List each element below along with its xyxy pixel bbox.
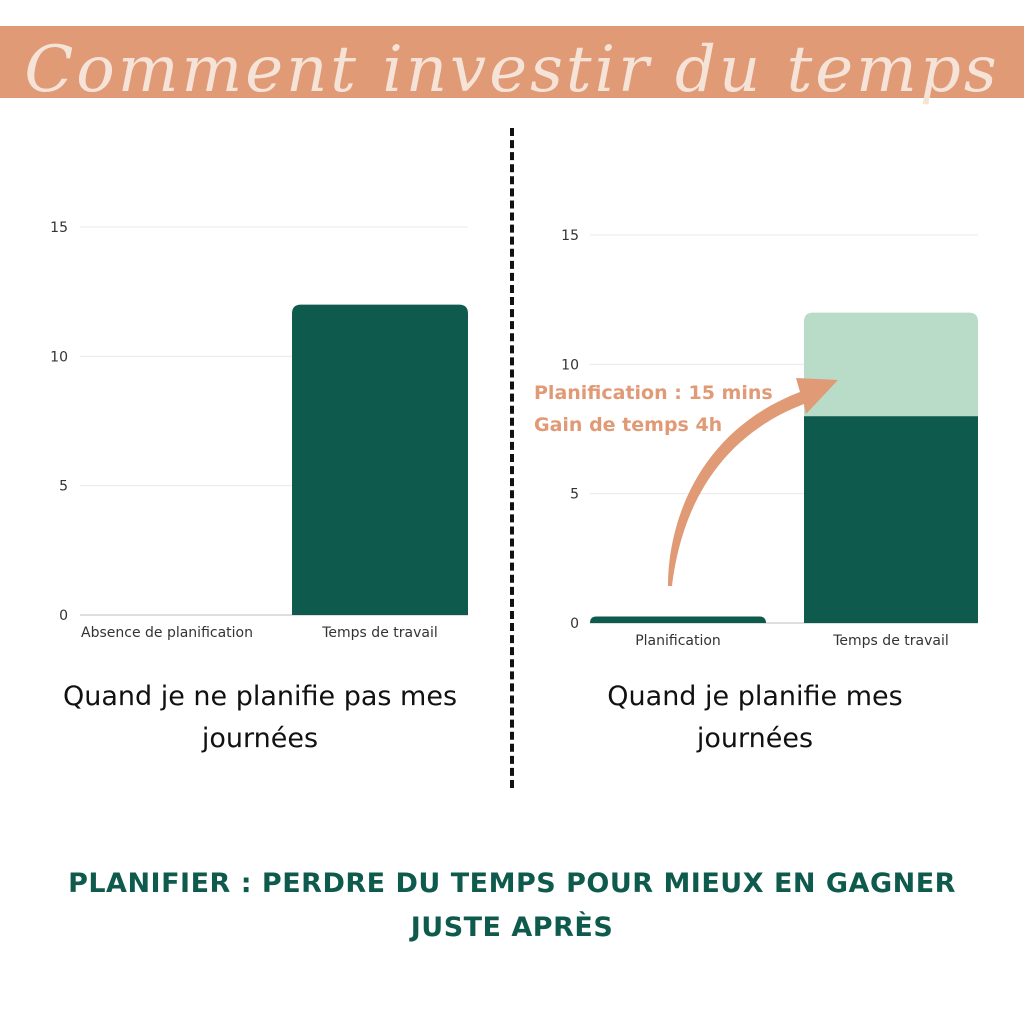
- category-label: Planification: [635, 633, 721, 649]
- y-tick-label: 0: [59, 608, 68, 624]
- y-tick-label: 10: [50, 349, 68, 365]
- page-title: Comment investir du temps: [24, 33, 1000, 107]
- y-tick-label: 0: [570, 616, 579, 632]
- bar: [804, 416, 978, 623]
- header-banner: [0, 26, 1024, 98]
- caption-right: Quand je planifie mes journées: [607, 681, 903, 754]
- category-label: Temps de travail: [832, 633, 948, 649]
- chart-annotation: Planification : 15 mins Gain de temps 4h: [534, 377, 773, 441]
- dashed-divider: [510, 128, 514, 788]
- y-tick-label: 15: [50, 220, 68, 236]
- annotation-line-gain: Gain de temps 4h: [534, 414, 723, 436]
- y-tick-label: 5: [570, 487, 579, 503]
- bar: [804, 312, 978, 417]
- y-tick-label: 10: [561, 357, 579, 373]
- category-label: Temps de travail: [321, 625, 437, 641]
- conclusion-text: PLANIFIER : PERDRE DU TEMPS POUR MIEUX E…: [68, 868, 956, 943]
- caption-left: Quand je ne planifie pas mes journées: [62, 681, 458, 754]
- annotation-line-planification: Planification : 15 mins: [534, 382, 773, 404]
- category-label: Absence de planification: [81, 625, 253, 641]
- y-tick-label: 5: [59, 479, 68, 495]
- y-tick-label: 15: [561, 228, 579, 244]
- bar: [590, 616, 766, 623]
- bar: [292, 304, 468, 615]
